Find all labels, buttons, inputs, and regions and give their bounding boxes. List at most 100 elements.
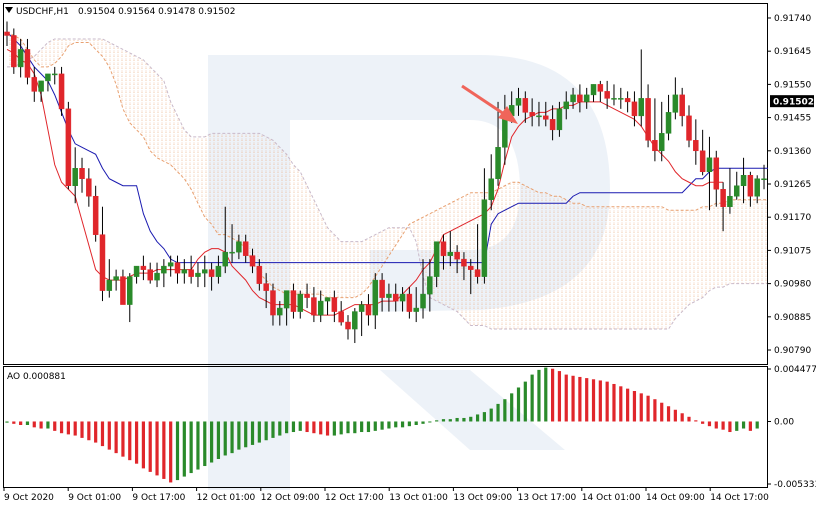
ohlc-label: 0.91504 0.91564 0.91478 0.91502 xyxy=(78,7,235,17)
candle-body xyxy=(747,175,754,197)
ao-title: AO 0.000881 xyxy=(7,372,66,382)
candle-body xyxy=(740,175,747,186)
candle-body xyxy=(413,307,419,312)
ao-bar xyxy=(748,421,752,431)
ao-bar xyxy=(155,421,159,476)
candle-body xyxy=(236,241,242,253)
ao-bar xyxy=(530,374,534,422)
candle-body xyxy=(399,293,406,302)
ao-bar xyxy=(244,421,248,448)
time-tick-label: 14 Oct 17:00 xyxy=(710,493,769,503)
candle-body xyxy=(31,77,38,92)
ao-bar xyxy=(121,421,125,457)
ichimoku-cloud xyxy=(6,31,768,330)
price-tick-label: 0.91645 xyxy=(774,47,811,57)
ao-bar xyxy=(100,421,105,447)
ao-bar xyxy=(353,421,357,434)
candle-body xyxy=(665,112,672,134)
price-tick-label: 0.91740 xyxy=(774,14,811,24)
candle-body xyxy=(720,188,726,207)
ao-tick-label: 0.00 xyxy=(774,417,794,427)
candle-body xyxy=(733,185,740,197)
collapse-triangle-icon[interactable] xyxy=(5,7,13,13)
ao-bar xyxy=(257,421,261,443)
ao-bar xyxy=(339,421,343,435)
candle-body xyxy=(11,35,17,68)
ao-bar xyxy=(578,376,582,422)
candle-body xyxy=(270,290,276,316)
time-tick-label: 13 Oct 01:00 xyxy=(389,493,448,503)
candle-body xyxy=(120,276,126,305)
candle-body xyxy=(277,307,283,316)
ao-bar xyxy=(489,408,493,422)
ao-bar xyxy=(53,421,57,431)
candle-body xyxy=(249,255,256,267)
candle-body xyxy=(58,73,65,110)
ao-bar xyxy=(721,421,725,430)
chart-header: USDCHF,H1 0.91504 0.91564 0.91478 0.9150… xyxy=(5,7,235,17)
candle-body xyxy=(686,115,692,141)
senkou-span-a xyxy=(6,31,768,299)
ao-bar xyxy=(216,421,221,459)
time-tick-label: 9 Oct 2020 xyxy=(4,493,54,503)
candle-body xyxy=(556,108,563,131)
candle-body xyxy=(420,293,426,309)
candle-body xyxy=(768,172,773,179)
time-tick-label: 12 Oct 09:00 xyxy=(261,493,320,503)
ichimoku-lines xyxy=(6,31,768,316)
candle-body xyxy=(38,80,44,92)
candle-body xyxy=(51,73,58,76)
ao-bar xyxy=(285,421,289,434)
ao-bar xyxy=(196,421,200,470)
candle-body xyxy=(522,98,529,113)
ao-bar xyxy=(203,421,207,467)
ao-bar xyxy=(510,393,514,422)
candle-body xyxy=(161,265,167,274)
ao-bar xyxy=(660,402,664,422)
ao-bar xyxy=(701,421,705,424)
ao-bar xyxy=(175,421,180,481)
ao-bar xyxy=(516,387,521,422)
ao-bar xyxy=(182,421,186,477)
ao-bar xyxy=(39,421,43,429)
candle-body xyxy=(208,269,215,277)
candle-body xyxy=(440,241,447,256)
price-tag-background xyxy=(770,95,814,108)
ao-bar xyxy=(114,421,118,454)
candle-body xyxy=(188,269,194,277)
ao-plot xyxy=(5,367,759,483)
ao-bar xyxy=(428,421,432,423)
candle-body xyxy=(652,140,658,152)
ao-tick-label: -0.005333 xyxy=(774,480,816,490)
candle-body xyxy=(86,178,92,197)
candle-body xyxy=(590,84,597,96)
candle-body xyxy=(454,251,460,260)
ao-bar xyxy=(312,421,316,434)
time-tick-label: 14 Oct 01:00 xyxy=(582,493,641,503)
ao-bar xyxy=(755,421,759,429)
ao-bar xyxy=(278,421,282,436)
ao-bar xyxy=(646,395,650,422)
candle-body xyxy=(317,300,324,316)
ao-bar xyxy=(523,381,527,422)
time-tick-label: 9 Oct 01:00 xyxy=(68,493,121,503)
ao-bar xyxy=(66,421,70,435)
ao-bar xyxy=(141,421,145,469)
ao-bar xyxy=(373,421,377,431)
candle-body xyxy=(392,293,399,302)
ao-bar xyxy=(694,420,698,422)
ao-axis: 0.004477 0.00 -0.005333 xyxy=(767,365,816,490)
ao-bar xyxy=(87,421,91,441)
ao-bar xyxy=(462,417,466,422)
candle-body xyxy=(215,265,222,277)
ao-bar xyxy=(380,421,384,430)
candle-body xyxy=(563,101,569,110)
ao-bar xyxy=(59,421,64,434)
ao-bar xyxy=(107,421,111,450)
candle-body xyxy=(529,112,535,117)
ao-bar xyxy=(400,421,405,428)
price-tick-label: 0.91075 xyxy=(774,246,811,256)
watermark-leg xyxy=(380,370,565,450)
candle-body xyxy=(65,108,72,186)
